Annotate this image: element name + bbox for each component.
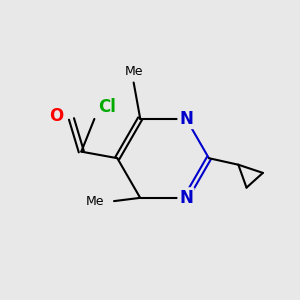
- Text: N: N: [179, 189, 193, 207]
- Text: Cl: Cl: [98, 98, 116, 116]
- Text: Me: Me: [124, 64, 143, 78]
- Text: O: O: [49, 106, 63, 124]
- Text: N: N: [179, 110, 193, 128]
- Text: Me: Me: [86, 195, 104, 208]
